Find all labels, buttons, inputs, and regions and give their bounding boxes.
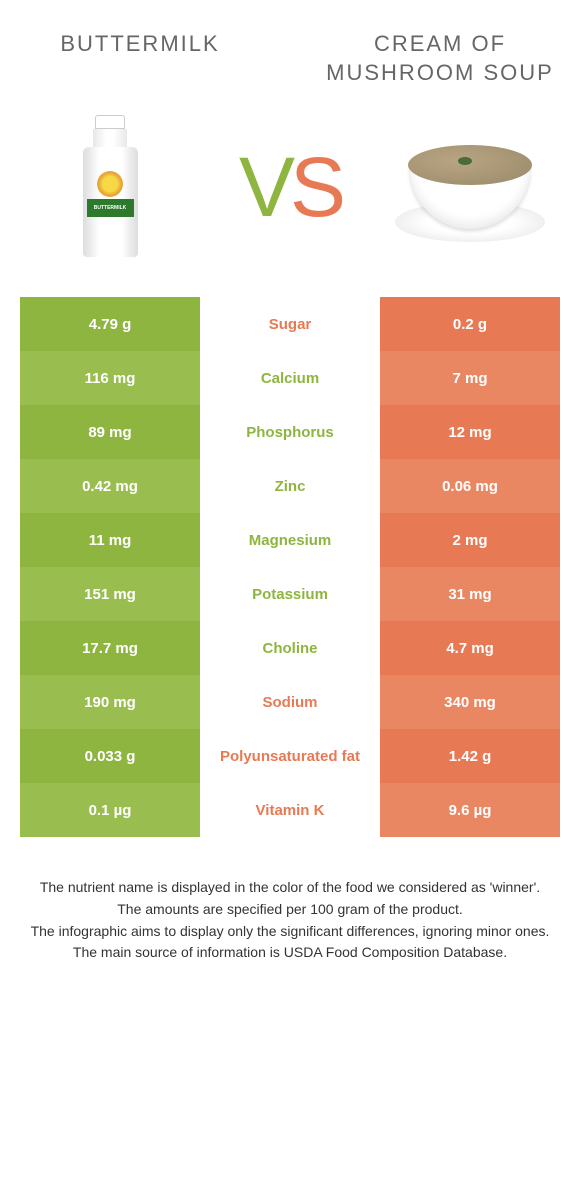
left-food-title: BUTTERMILK — [20, 30, 260, 59]
table-row: 0.1 µgVitamin K9.6 µg — [20, 783, 560, 837]
table-row: 11 mgMagnesium2 mg — [20, 513, 560, 567]
left-value-cell: 190 mg — [20, 675, 200, 729]
nutrient-cell: Calcium — [200, 351, 380, 405]
right-value-cell: 1.42 g — [380, 729, 560, 783]
right-value-cell: 4.7 mg — [380, 621, 560, 675]
left-value-cell: 17.7 mg — [20, 621, 200, 675]
left-value-cell: 116 mg — [20, 351, 200, 405]
right-value-cell: 12 mg — [380, 405, 560, 459]
nutrient-cell: Sugar — [200, 297, 380, 351]
left-food-image: BUTTERMILK — [30, 107, 190, 267]
right-value-cell: 0.2 g — [380, 297, 560, 351]
right-value-cell: 7 mg — [380, 351, 560, 405]
right-value-cell: 31 mg — [380, 567, 560, 621]
vs-v: V — [239, 140, 290, 234]
right-food-title: CREAM OF MUSHROOM SOUP — [320, 30, 560, 87]
header: BUTTERMILK CREAM OF MUSHROOM SOUP — [0, 0, 580, 97]
vs-s: S — [290, 140, 341, 234]
right-value-cell: 0.06 mg — [380, 459, 560, 513]
footer-notes: The nutrient name is displayed in the co… — [0, 877, 580, 964]
table-row: 190 mgSodium340 mg — [20, 675, 560, 729]
table-row: 0.42 mgZinc0.06 mg — [20, 459, 560, 513]
nutrient-cell: Polyunsaturated fat — [200, 729, 380, 783]
nutrient-cell: Zinc — [200, 459, 380, 513]
right-value-cell: 340 mg — [380, 675, 560, 729]
left-value-cell: 0.42 mg — [20, 459, 200, 513]
footer-line: The infographic aims to display only the… — [24, 921, 556, 943]
nutrient-table: 4.79 gSugar0.2 g116 mgCalcium7 mg89 mgPh… — [20, 297, 560, 837]
images-row: BUTTERMILK VS — [0, 97, 580, 297]
table-row: 17.7 mgCholine4.7 mg — [20, 621, 560, 675]
left-value-cell: 11 mg — [20, 513, 200, 567]
buttermilk-bottle-icon: BUTTERMILK — [83, 115, 138, 260]
table-row: 89 mgPhosphorus12 mg — [20, 405, 560, 459]
table-row: 116 mgCalcium7 mg — [20, 351, 560, 405]
right-value-cell: 9.6 µg — [380, 783, 560, 837]
footer-line: The amounts are specified per 100 gram o… — [24, 899, 556, 921]
left-value-cell: 4.79 g — [20, 297, 200, 351]
table-row: 151 mgPotassium31 mg — [20, 567, 560, 621]
left-value-cell: 151 mg — [20, 567, 200, 621]
nutrient-cell: Choline — [200, 621, 380, 675]
vs-label: VS — [239, 139, 341, 236]
table-row: 4.79 gSugar0.2 g — [20, 297, 560, 351]
left-value-cell: 89 mg — [20, 405, 200, 459]
right-value-cell: 2 mg — [380, 513, 560, 567]
left-value-cell: 0.1 µg — [20, 783, 200, 837]
nutrient-cell: Vitamin K — [200, 783, 380, 837]
table-row: 0.033 gPolyunsaturated fat1.42 g — [20, 729, 560, 783]
footer-line: The main source of information is USDA F… — [24, 942, 556, 964]
nutrient-cell: Magnesium — [200, 513, 380, 567]
nutrient-cell: Sodium — [200, 675, 380, 729]
right-food-image — [390, 107, 550, 267]
soup-bowl-icon — [390, 127, 550, 247]
footer-line: The nutrient name is displayed in the co… — [24, 877, 556, 899]
nutrient-cell: Potassium — [200, 567, 380, 621]
nutrient-cell: Phosphorus — [200, 405, 380, 459]
left-value-cell: 0.033 g — [20, 729, 200, 783]
